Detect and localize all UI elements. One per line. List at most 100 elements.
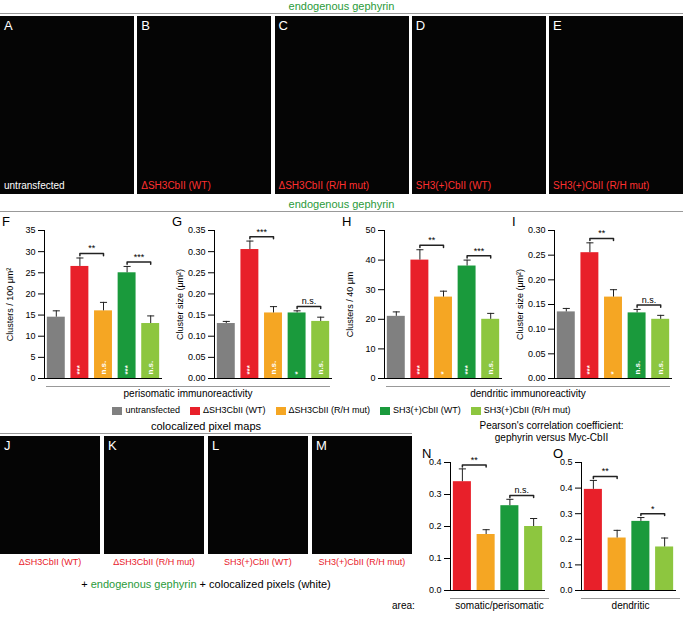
svg-text:***: *** [134,252,145,262]
svg-text:30: 30 [25,247,35,257]
svg-text:*: * [609,371,618,375]
svg-text:0.25: 0.25 [188,268,206,278]
svg-text:0.10: 0.10 [188,331,206,341]
html-text:perisomatic immunoreactivity: perisomatic immunoreactivity [123,388,253,399]
svg-text:50: 50 [365,225,375,235]
svg-text:**: ** [598,228,606,238]
svg-text:n.s.: n.s. [99,361,108,375]
svg-text:n.s.: n.s. [316,361,325,375]
html-text:SH3(+)CbII (R/H mut): SH3(+)CbII (R/H mut) [553,180,650,191]
svg-text:0.20: 0.20 [528,275,546,285]
svg-text:0.0: 0.0 [429,585,442,595]
svg-text:0: 0 [370,373,375,383]
svg-text:0.1: 0.1 [429,553,442,563]
svg-text:0.2: 0.2 [429,521,442,531]
svg-text:0.2: 0.2 [560,534,573,544]
svg-text:0.3: 0.3 [429,489,442,499]
html-text:ΔSH3CbII (WT): ΔSH3CbII (WT) [203,405,266,415]
html-text:SH3(+)CbII (R/H mut): SH3(+)CbII (R/H mut) [483,405,571,415]
svg-text:0: 0 [30,373,35,383]
svg-text:n.s.: n.s. [514,485,529,495]
svg-text:5: 5 [30,352,35,362]
svg-text:0.10: 0.10 [528,324,546,334]
svg-text:n.s.: n.s. [269,361,278,375]
svg-text:0.5: 0.5 [560,457,573,467]
html-text:O: O [553,446,564,461]
svg-text:0.30: 0.30 [528,225,546,235]
svg-text:**: ** [602,466,610,476]
svg-text:***: *** [75,364,84,374]
html-text:ΔSH3CbII (R/H mut): ΔSH3CbII (R/H mut) [278,180,370,191]
svg-text:0.1: 0.1 [560,560,573,570]
svg-text:***: *** [463,364,472,374]
svg-text:0.30: 0.30 [188,247,206,257]
svg-text:10: 10 [365,344,375,354]
html-text:gephyrin versus Myc-CbII: gephyrin versus Myc-CbII [494,432,609,443]
svg-text:n.s.: n.s. [642,295,657,305]
html-text:area:: area: [392,600,415,611]
svg-text:n.s.: n.s. [656,361,665,375]
svg-text:0.4: 0.4 [429,457,442,467]
svg-text:0.3: 0.3 [560,509,573,519]
svg-text:***: *** [585,364,594,374]
svg-text:0.05: 0.05 [528,349,546,359]
svg-text:20: 20 [365,314,375,324]
svg-text:Cluster size (μm²): Cluster size (μm²) [175,269,185,340]
svg-text:0.15: 0.15 [528,299,546,309]
svg-text:n.s.: n.s. [146,361,155,375]
svg-text:15: 15 [25,310,35,320]
html-text:colocalized pixel maps: colocalized pixel maps [151,420,261,432]
html-text:dendritic: dendritic [611,600,650,611]
html-text:somatic/perisomatic: somatic/perisomatic [455,600,544,611]
svg-text:0.05: 0.05 [188,352,206,362]
svg-text:***: *** [123,364,132,374]
svg-text:Cluster size (μm²): Cluster size (μm²) [515,269,525,340]
html-text:SH3(+)CbII (WT): SH3(+)CbII (WT) [415,180,491,191]
svg-text:0.00: 0.00 [528,373,546,383]
html-text:C: C [278,18,288,33]
html-text:SH3(+)CbII (WT): SH3(+)CbII (WT) [393,405,461,415]
svg-text:**: ** [428,235,436,245]
svg-text:10: 10 [25,331,35,341]
html-text:H: H [342,214,352,229]
html-text:D: D [415,18,426,33]
svg-text:**: ** [471,455,479,465]
svg-text:0.00: 0.00 [188,373,206,383]
svg-text:35: 35 [25,225,35,235]
html-text:+ endogenous gephyrin + coloca: + endogenous gephyrin + colocalized pixe… [81,578,331,590]
svg-text:0.20: 0.20 [188,289,206,299]
html-text:untransfected: untransfected [125,405,180,415]
svg-text:20: 20 [25,289,35,299]
html-text:endogenous gephyrin: endogenous gephyrin [288,198,395,210]
svg-text:***: *** [245,364,254,374]
html-text:ΔSH3CbII (WT): ΔSH3CbII (WT) [141,180,211,191]
html-text:M: M [316,438,327,453]
svg-text:***: *** [474,246,485,256]
svg-text:Clusters / 40 μm: Clusters / 40 μm [345,272,355,338]
svg-text:n.s.: n.s. [486,361,495,375]
svg-text:**: ** [88,243,96,253]
html-text:ΔSH3CbII (WT): ΔSH3CbII (WT) [18,557,82,567]
svg-text:***: *** [415,364,424,374]
html-text:ΔSH3CbII (R/H mut): ΔSH3CbII (R/H mut) [288,405,370,415]
svg-text:*: * [439,371,448,375]
svg-text:n.s.: n.s. [633,361,642,375]
html-text:G: G [172,214,183,229]
svg-text:0.25: 0.25 [528,250,546,260]
svg-text:25: 25 [25,268,35,278]
svg-text:0.15: 0.15 [188,310,206,320]
svg-text:*: * [651,504,655,514]
svg-text:n.s.: n.s. [302,296,317,306]
html-text:endogenous gephyrin: endogenous gephyrin [288,0,395,12]
svg-text:Clusters / 100 μm²: Clusters / 100 μm² [5,268,15,342]
svg-text:***: *** [256,227,267,237]
html-text:untransfected: untransfected [4,180,65,191]
svg-text:0.4: 0.4 [560,483,573,493]
svg-text:0.0: 0.0 [560,585,573,595]
svg-text:*: * [293,371,302,375]
svg-text:30: 30 [365,285,375,295]
html-text:dendritic immunoreactivity: dendritic immunoreactivity [470,388,586,399]
svg-text:0.35: 0.35 [188,225,206,235]
html-text:Pearson's correlation coeffici: Pearson's correlation coefficient: [479,420,624,431]
svg-text:40: 40 [365,255,375,265]
